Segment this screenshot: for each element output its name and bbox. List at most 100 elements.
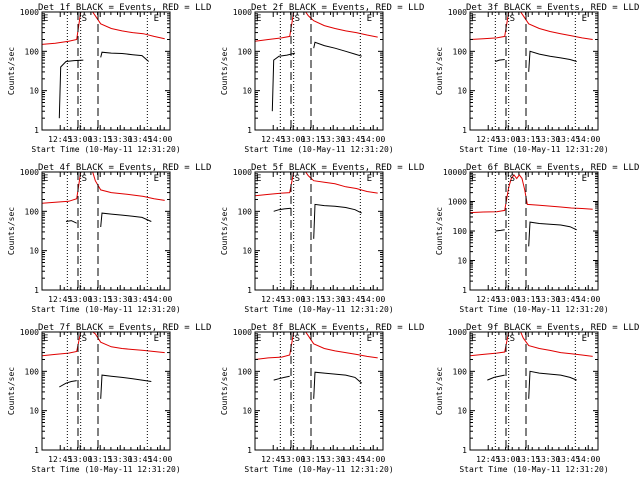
ytick-label: 1000 [20, 328, 39, 337]
time-marker-label: S [82, 174, 87, 184]
xtick-label: 13:30 [108, 295, 132, 304]
xtick-label: 13:45 [556, 455, 580, 464]
series-line-lld [255, 332, 378, 360]
ytick-label: 1 [462, 126, 467, 135]
series-line-lld [470, 12, 593, 40]
time-marker-label: E [582, 174, 587, 184]
time-marker-label: E [367, 174, 372, 184]
series-line-lld [42, 12, 165, 45]
axes-frame [254, 331, 384, 451]
xtick-label: 13:45 [341, 135, 365, 144]
ytick-label: 1000 [448, 198, 467, 207]
time-marker-label: E [43, 14, 48, 24]
x-axis-label: Start Time (10-May-11 12:31:20) [459, 305, 608, 314]
ytick-label: 1 [462, 446, 467, 455]
time-marker-label: E [471, 14, 476, 24]
time-marker-label: E [256, 14, 261, 24]
time-marker-label: S [295, 14, 300, 24]
series-line-events [59, 374, 152, 399]
ytick-label: 10 [242, 407, 252, 416]
xtick-label: 13:15 [301, 295, 325, 304]
xtick-label: 12:45 [261, 455, 285, 464]
time-marker-label: E [582, 334, 587, 344]
x-axis-label: Start Time (10-May-11 12:31:20) [459, 145, 608, 154]
x-axis-label: Start Time (10-May-11 12:31:20) [459, 465, 608, 474]
series-line-events [65, 212, 152, 228]
time-marker-label: E [154, 174, 159, 184]
panel-title: Det 9f BLACK = Events, RED = LLD [466, 323, 639, 333]
axes-frame [41, 171, 171, 291]
xtick-label: 14:00 [361, 455, 385, 464]
time-marker-label: S [295, 334, 300, 344]
axes-frame [469, 331, 599, 451]
time-marker-label: S [510, 334, 515, 344]
xtick-label: 13:30 [108, 455, 132, 464]
series-line-lld [470, 174, 593, 214]
ytick-label: 10 [242, 247, 252, 256]
series-line-events [58, 51, 150, 119]
xtick-label: 13:45 [341, 455, 365, 464]
xtick-label: 13:00 [281, 455, 305, 464]
panel-title: Det 2f BLACK = Events, RED = LLD [251, 3, 424, 13]
ytick-label: 10 [457, 257, 467, 266]
xtick-label: 14:00 [576, 295, 600, 304]
ytick-label: 10 [457, 87, 467, 96]
time-marker-label: E [43, 334, 48, 344]
ytick-label: 1000 [448, 328, 467, 337]
panel-title: Det 6f BLACK = Events, RED = LLD [466, 163, 639, 173]
xtick-label: 13:00 [68, 135, 92, 144]
ytick-label: 10000 [443, 168, 467, 177]
axes-frame [254, 11, 384, 131]
time-marker-label: E [471, 334, 476, 344]
axes-frame [469, 171, 599, 291]
ytick-label: 100 [453, 367, 468, 376]
xtick-label: 14:00 [361, 135, 385, 144]
xtick-label: 12:45 [48, 135, 72, 144]
y-axis-label: Counts/sec [220, 207, 229, 255]
time-marker-label: E [256, 174, 261, 184]
ytick-label: 1000 [20, 8, 39, 17]
ytick-label: 10 [29, 407, 39, 416]
xtick-label: 14:00 [148, 295, 172, 304]
x-axis-label: Start Time (10-May-11 12:31:20) [31, 305, 180, 314]
ytick-label: 1 [34, 446, 39, 455]
panel-title: Det 3f BLACK = Events, RED = LLD [466, 3, 639, 13]
xtick-label: 13:15 [88, 455, 112, 464]
ytick-label: 1 [34, 126, 39, 135]
ytick-label: 100 [25, 367, 40, 376]
xtick-label: 13:15 [516, 135, 540, 144]
panel-title: Det 7f BLACK = Events, RED = LLD [38, 323, 211, 333]
y-axis-label: Counts/sec [7, 47, 16, 95]
xtick-label: 13:15 [301, 455, 325, 464]
xtick-label: 13:30 [536, 295, 560, 304]
y-axis-label: Counts/sec [220, 47, 229, 95]
time-marker-label: S [82, 14, 87, 24]
ytick-label: 1000 [233, 8, 252, 17]
ytick-label: 1000 [233, 328, 252, 337]
x-axis-label: Start Time (10-May-11 12:31:20) [31, 465, 180, 474]
time-marker-label: E [43, 174, 48, 184]
time-marker-label: E [582, 14, 587, 24]
x-axis-label: Start Time (10-May-11 12:31:20) [31, 145, 180, 154]
time-marker-label: E [471, 174, 476, 184]
xtick-label: 12:45 [261, 135, 285, 144]
x-axis-label: Start Time (10-May-11 12:31:20) [244, 465, 393, 474]
xtick-label: 13:45 [556, 295, 580, 304]
series-line-lld [255, 12, 378, 42]
time-marker-label: E [154, 334, 159, 344]
xtick-label: 13:45 [556, 135, 580, 144]
y-axis-label: Counts/sec [435, 47, 444, 95]
ytick-label: 100 [453, 227, 468, 236]
panel-title: Det 5f BLACK = Events, RED = LLD [251, 163, 424, 173]
xtick-label: 13:45 [128, 135, 152, 144]
series-line-events [273, 371, 363, 399]
panel-title: Det 1f BLACK = Events, RED = LLD [38, 3, 211, 13]
xtick-label: 13:30 [536, 135, 560, 144]
xtick-label: 13:30 [536, 455, 560, 464]
ytick-label: 10 [29, 247, 39, 256]
